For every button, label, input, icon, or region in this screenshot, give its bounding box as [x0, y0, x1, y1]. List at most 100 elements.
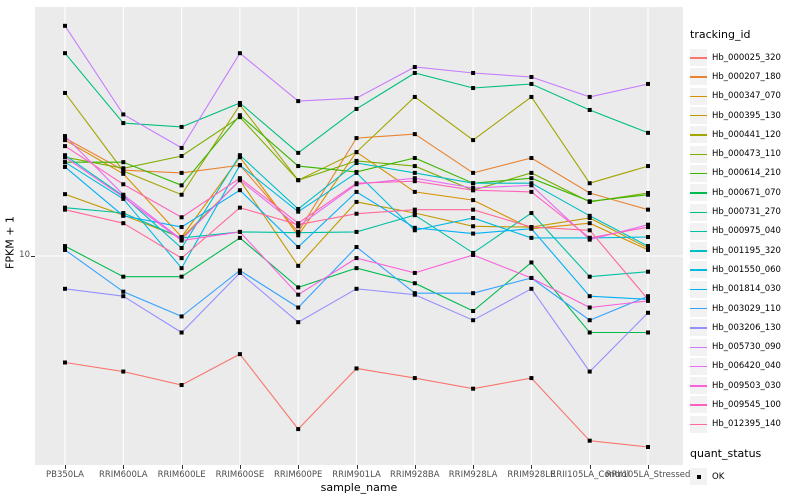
data-point: [121, 211, 126, 216]
legend-label: Hb_001195_320: [712, 245, 781, 256]
legend-key: [690, 203, 707, 221]
data-point: [121, 274, 126, 279]
legend-row: Hb_000395_130: [690, 106, 800, 125]
plot-panel: [35, 7, 683, 465]
data-point: [121, 294, 126, 299]
x-tick-label: RRIM901LA: [332, 470, 381, 480]
data-point: [237, 101, 242, 106]
data-point: [529, 170, 534, 175]
data-point: [354, 366, 359, 371]
data-point: [646, 81, 650, 86]
data-point: [412, 176, 417, 181]
legend-row: Hb_000975_040: [690, 222, 800, 241]
data-point: [354, 256, 359, 261]
legend-line-swatch: [690, 250, 707, 252]
data-point: [354, 286, 359, 291]
data-point: [296, 99, 301, 104]
data-point: [529, 176, 534, 181]
data-point: [179, 330, 184, 335]
legend-label: Hb_001814_030: [712, 284, 781, 295]
data-point: [471, 224, 476, 229]
data-point: [412, 225, 417, 230]
data-point: [121, 221, 126, 226]
data-point: [179, 314, 184, 319]
legend-key: [690, 145, 707, 163]
legend: tracking_id Hb_000025_320 Hb_000207_180 Hb…: [690, 28, 800, 486]
data-point: [646, 234, 650, 239]
series-lines-canvas: [35, 7, 683, 465]
data-point: [63, 144, 67, 149]
data-point: [587, 215, 592, 220]
legend-row: Hb_001550_060: [690, 260, 800, 279]
data-point: [587, 221, 592, 226]
legend-key: [690, 164, 707, 182]
x-tick-mark: [181, 465, 183, 469]
data-point: [237, 176, 242, 181]
data-point: [121, 213, 126, 218]
legend-row: Hb_000671_070: [690, 183, 800, 202]
data-point: [646, 225, 650, 230]
data-point: [63, 164, 67, 169]
data-point: [646, 207, 650, 212]
legend-label: Hb_000207_180: [712, 71, 781, 82]
data-point: [587, 199, 592, 204]
legend-line-swatch: [690, 211, 707, 213]
data-point: [179, 145, 184, 150]
data-point: [471, 181, 476, 186]
legend-key: [690, 396, 707, 414]
legend-key: [690, 415, 707, 433]
point-legend-title: quant_status: [690, 446, 762, 460]
data-point: [471, 291, 476, 296]
legend-row: Hb_000614_210: [690, 164, 800, 183]
data-point: [529, 74, 534, 79]
data-point: [354, 245, 359, 250]
legend-row: Hb_009503_030: [690, 376, 800, 395]
x-tick-mark: [239, 465, 241, 469]
data-point: [471, 70, 476, 75]
point-legend: quant_status OK: [690, 447, 800, 486]
legend-row: Hb_000731_270: [690, 202, 800, 221]
data-point: [471, 215, 476, 220]
data-point: [296, 164, 301, 169]
legend-row: Hb_000207_180: [690, 67, 800, 86]
data-point: [63, 360, 67, 365]
data-point: [296, 206, 301, 211]
data-point: [529, 156, 534, 161]
data-point: [587, 213, 592, 218]
data-point: [646, 269, 650, 274]
data-point: [237, 270, 242, 275]
x-tick-label: RRII105LA_Stressed: [605, 470, 691, 480]
data-point: [354, 136, 359, 141]
data-point: [63, 207, 67, 212]
data-point: [587, 438, 592, 443]
data-point: [121, 289, 126, 294]
data-point: [354, 199, 359, 204]
data-point: [296, 209, 301, 214]
x-tick-mark: [648, 465, 649, 469]
data-point: [63, 160, 67, 165]
data-point: [354, 96, 359, 101]
data-point: [471, 250, 476, 255]
data-point: [179, 383, 184, 388]
data-point: [471, 231, 476, 236]
data-point: [646, 244, 650, 249]
data-point: [121, 182, 126, 187]
legend-row: Hb_001814_030: [690, 280, 800, 299]
data-point: [237, 205, 242, 210]
legend-key: [690, 261, 707, 279]
legend-label: Hb_003029_110: [712, 303, 781, 314]
legend-row: Hb_001195_320: [690, 241, 800, 260]
data-point: [646, 192, 650, 197]
data-point: [587, 107, 592, 112]
legend-key: [690, 338, 707, 356]
data-point: [237, 51, 242, 56]
data-point: [63, 134, 67, 139]
data-point: [179, 274, 184, 279]
data-point: [471, 186, 476, 191]
data-point: [529, 286, 534, 291]
data-point: [529, 376, 534, 381]
x-tick-mark: [123, 465, 125, 469]
data-point: [412, 179, 417, 184]
x-axis-title: sample_name: [320, 481, 398, 494]
